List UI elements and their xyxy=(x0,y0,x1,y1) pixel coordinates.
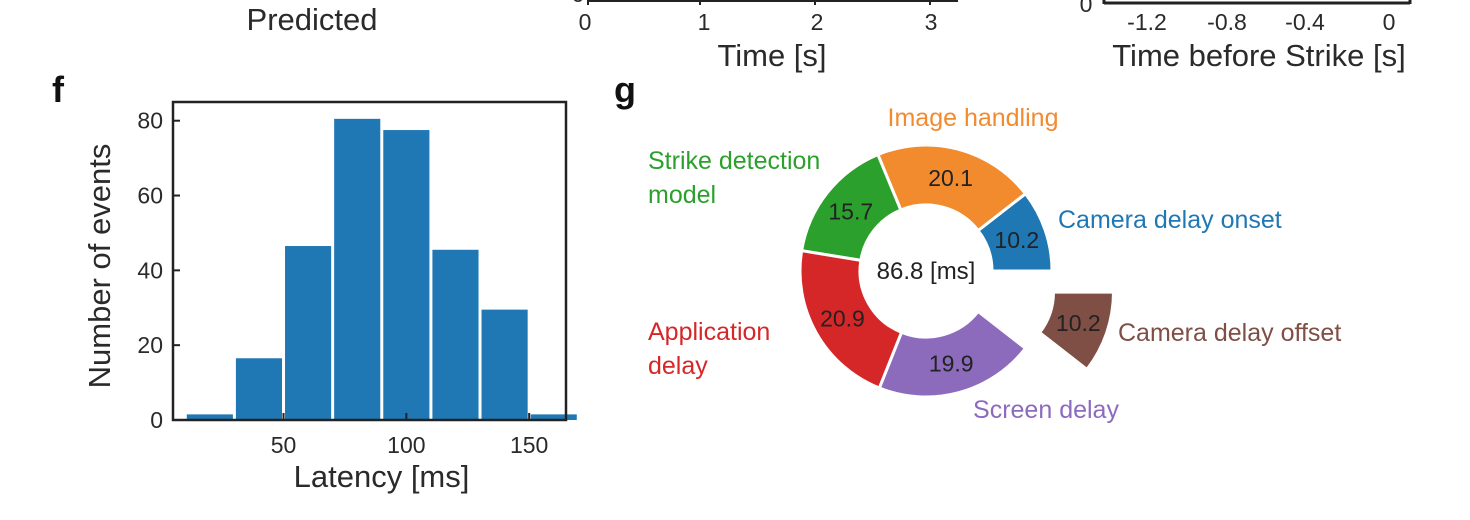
donut-slice xyxy=(798,248,904,391)
slice-name-label: Camera delay onset xyxy=(1058,206,1282,234)
right-axis-tick-label: -0.8 xyxy=(1207,9,1247,35)
y-tick-label: 20 xyxy=(137,332,163,358)
donut-slice xyxy=(1037,290,1115,372)
y-tick-label: 60 xyxy=(137,183,163,209)
slice-value-label: 20.1 xyxy=(928,165,973,191)
x-tick-label: 150 xyxy=(510,432,548,458)
right-axis-xlabel: Time before Strike [s] xyxy=(1112,38,1405,73)
latency-histogram: 0 20 40 60 80 50 100 150 Latency [ms] Number of e… xyxy=(82,100,577,494)
right-axis-tick-label: -1.2 xyxy=(1127,9,1167,35)
slice-name-label: Strike detection model xyxy=(648,147,820,209)
y-tick-label: 40 xyxy=(137,257,163,283)
histogram-frame xyxy=(171,100,568,422)
histogram-bar xyxy=(481,309,528,420)
right-axis-y0-label: 0 xyxy=(1080,0,1093,17)
slice-name-label: Image handling xyxy=(888,104,1059,132)
mid-axis-tick-label: 1 xyxy=(698,9,711,35)
slice-name-label: Screen delay xyxy=(973,396,1119,424)
slice-value-label: 10.2 xyxy=(1056,310,1101,336)
slice-value-label: 15.7 xyxy=(828,198,873,224)
right-axis-tick-label: 0 xyxy=(1383,9,1396,35)
mid-axis-xlabel: Time [s] xyxy=(717,38,826,73)
x-tick-label: 50 xyxy=(271,432,297,458)
histogram-bar xyxy=(530,414,577,420)
slice-name-label: Camera delay offset xyxy=(1118,319,1341,347)
panel-f-letter: f xyxy=(52,69,65,110)
latency-donut-chart: 10.2 Camera delay onset 20.1 Image handling… xyxy=(648,104,1341,424)
slice-name-label: Application delay xyxy=(648,318,770,380)
mid-axis-tick-label: 0 xyxy=(579,9,592,35)
histogram-bar xyxy=(383,130,430,420)
mid-axis-tick-label: 3 xyxy=(925,9,938,35)
x-tick-label: 100 xyxy=(387,432,425,458)
right-axis-tick-label: -0.4 xyxy=(1285,9,1325,35)
donut-slice xyxy=(877,309,1028,399)
donut-center-label: 86.8 [ms] xyxy=(877,258,976,285)
slice-value-label: 20.9 xyxy=(820,305,865,331)
histogram-bar xyxy=(334,118,381,420)
y-tick-label: 0 xyxy=(150,407,163,433)
donut-slice xyxy=(875,143,1028,233)
histogram-bar xyxy=(186,414,233,420)
y-tick-label: 80 xyxy=(137,108,163,134)
x-axis-label: Latency [ms] xyxy=(294,459,470,494)
panel-g-letter: g xyxy=(614,69,636,110)
mid-axis-y0-label: 0 xyxy=(572,0,585,7)
slice-value-label: 19.9 xyxy=(929,351,974,377)
mid-axis-tick-label: 2 xyxy=(811,9,824,35)
histogram-bar xyxy=(432,249,479,420)
histogram-bar xyxy=(235,358,283,420)
predicted-label: Predicted xyxy=(247,2,378,37)
slice-value-label: 10.2 xyxy=(994,227,1039,253)
histogram-bar xyxy=(285,246,332,420)
y-axis-label: Number of events xyxy=(82,144,117,389)
